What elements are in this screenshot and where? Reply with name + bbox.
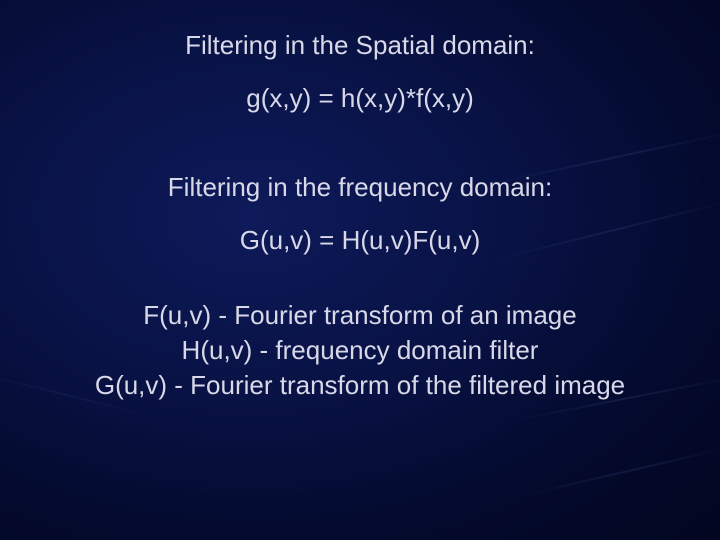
spatial-equation: g(x,y) = h(x,y)*f(x,y)	[0, 83, 720, 114]
definition-f: F(u,v) - Fourier transform of an image	[0, 298, 720, 333]
frequency-equation: G(u,v) = H(u,v)F(u,v)	[0, 225, 720, 256]
definition-h: H(u,v) - frequency domain filter	[0, 333, 720, 368]
slide-content: Filtering in the Spatial domain: g(x,y) …	[0, 0, 720, 540]
spatial-heading: Filtering in the Spatial domain:	[0, 30, 720, 61]
definitions: F(u,v) - Fourier transform of an image H…	[0, 298, 720, 403]
frequency-heading: Filtering in the frequency domain:	[0, 172, 720, 203]
definition-g: G(u,v) - Fourier transform of the filter…	[0, 368, 720, 403]
